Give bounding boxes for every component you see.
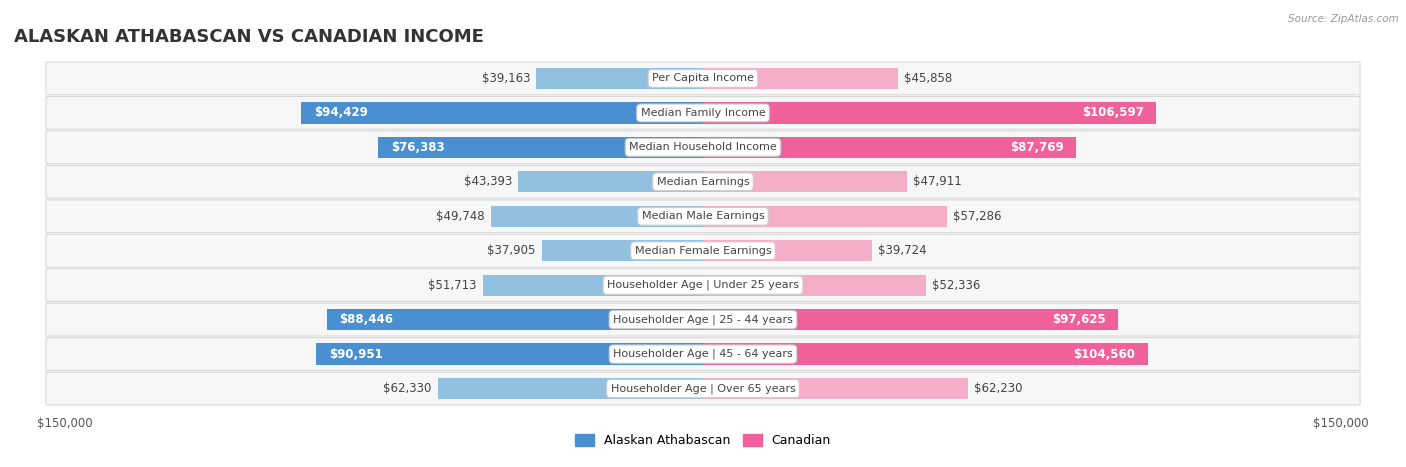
Text: Per Capita Income: Per Capita Income [652,73,754,84]
Text: $62,330: $62,330 [384,382,432,395]
Bar [378,137,703,158]
FancyBboxPatch shape [46,234,1360,267]
Text: $49,748: $49,748 [436,210,485,223]
Text: $52,336: $52,336 [932,279,980,292]
FancyBboxPatch shape [46,165,1360,198]
Bar [484,275,703,296]
Bar [703,171,907,192]
Bar [703,137,1076,158]
Text: $106,597: $106,597 [1081,106,1143,120]
Bar [703,102,1156,124]
Bar [703,343,1147,365]
Bar [541,240,703,262]
Bar [703,205,946,227]
Text: $90,951: $90,951 [329,347,382,361]
Text: $57,286: $57,286 [953,210,1001,223]
Text: $62,230: $62,230 [974,382,1022,395]
FancyBboxPatch shape [46,269,1360,302]
Text: Median Family Income: Median Family Income [641,108,765,118]
FancyBboxPatch shape [46,338,1360,370]
FancyBboxPatch shape [46,303,1360,336]
Text: $37,905: $37,905 [486,244,536,257]
Text: $76,383: $76,383 [391,141,444,154]
Legend: Alaskan Athabascan, Canadian: Alaskan Athabascan, Canadian [575,434,831,447]
Text: Householder Age | Over 65 years: Householder Age | Over 65 years [610,383,796,394]
Text: ALASKAN ATHABASCAN VS CANADIAN INCOME: ALASKAN ATHABASCAN VS CANADIAN INCOME [14,28,484,46]
Text: $51,713: $51,713 [429,279,477,292]
Bar [437,378,703,399]
Text: Source: ZipAtlas.com: Source: ZipAtlas.com [1288,14,1399,24]
FancyBboxPatch shape [46,372,1360,405]
Text: $39,163: $39,163 [482,72,530,85]
Bar [703,275,925,296]
Text: Median Household Income: Median Household Income [628,142,778,152]
Text: $88,446: $88,446 [340,313,394,326]
Text: Median Female Earnings: Median Female Earnings [634,246,772,256]
Bar [326,309,703,330]
FancyBboxPatch shape [46,97,1360,129]
Bar [519,171,703,192]
Bar [703,68,898,89]
Bar [301,102,703,124]
Bar [316,343,703,365]
Text: $97,625: $97,625 [1052,313,1105,326]
Bar [703,378,967,399]
Text: $87,769: $87,769 [1010,141,1063,154]
Bar [492,205,703,227]
Text: Householder Age | Under 25 years: Householder Age | Under 25 years [607,280,799,290]
Text: $39,724: $39,724 [879,244,927,257]
Text: Householder Age | 25 - 44 years: Householder Age | 25 - 44 years [613,314,793,325]
Bar [537,68,703,89]
Bar [703,240,872,262]
FancyBboxPatch shape [46,131,1360,164]
Text: Median Male Earnings: Median Male Earnings [641,211,765,221]
FancyBboxPatch shape [46,200,1360,233]
Text: $45,858: $45,858 [904,72,953,85]
Text: $104,560: $104,560 [1073,347,1135,361]
Text: $47,911: $47,911 [912,175,962,188]
Text: $94,429: $94,429 [314,106,368,120]
Text: Householder Age | 45 - 64 years: Householder Age | 45 - 64 years [613,349,793,359]
FancyBboxPatch shape [46,62,1360,95]
Text: Median Earnings: Median Earnings [657,177,749,187]
Bar [703,309,1118,330]
Text: $43,393: $43,393 [464,175,512,188]
